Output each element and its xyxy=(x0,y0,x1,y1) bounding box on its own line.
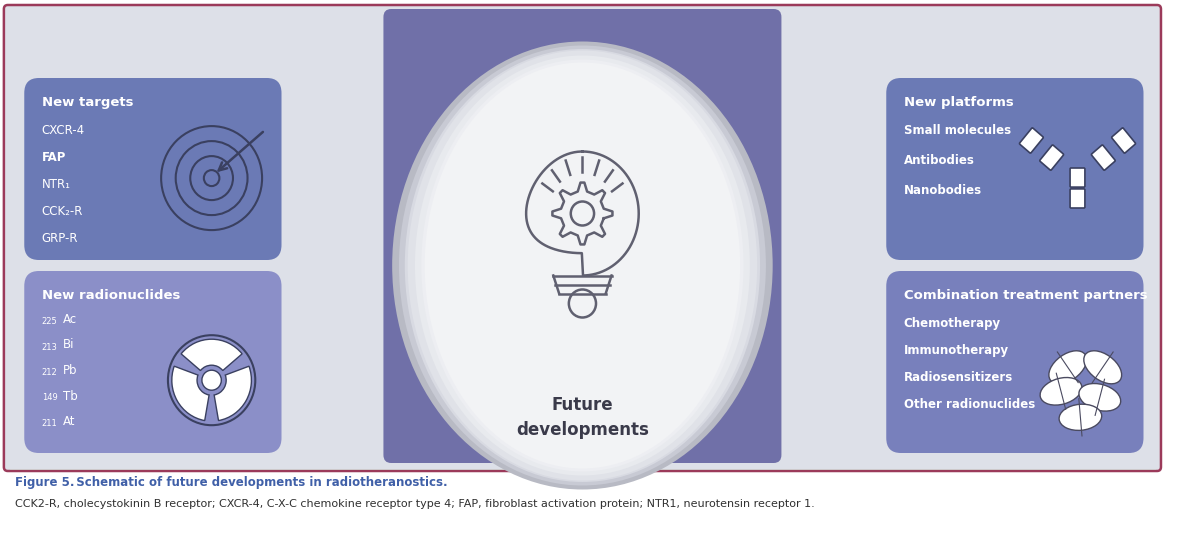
Text: GRP-R: GRP-R xyxy=(42,232,78,245)
Text: Ac: Ac xyxy=(64,313,77,326)
FancyBboxPatch shape xyxy=(4,5,1160,471)
Wedge shape xyxy=(172,366,209,421)
FancyBboxPatch shape xyxy=(1020,128,1043,153)
FancyBboxPatch shape xyxy=(384,9,781,463)
Ellipse shape xyxy=(1060,404,1102,430)
FancyBboxPatch shape xyxy=(1070,168,1085,187)
Text: New radionuclides: New radionuclides xyxy=(42,289,180,302)
FancyBboxPatch shape xyxy=(24,271,282,453)
Text: FAP: FAP xyxy=(42,151,66,164)
Text: CCK2-R, cholecystokinin B receptor; CXCR-4, C-X-C chemokine receptor type 4; FAP: CCK2-R, cholecystokinin B receptor; CXCR… xyxy=(14,499,815,509)
Text: 149: 149 xyxy=(42,394,58,402)
Ellipse shape xyxy=(1040,378,1082,405)
Text: CCK₂-R: CCK₂-R xyxy=(42,205,83,218)
FancyBboxPatch shape xyxy=(24,78,282,260)
Text: Other radionuclides: Other radionuclides xyxy=(904,398,1034,411)
Circle shape xyxy=(202,370,221,390)
Ellipse shape xyxy=(421,59,744,471)
Text: NTR₁: NTR₁ xyxy=(42,178,71,191)
FancyBboxPatch shape xyxy=(1039,145,1063,170)
Text: Immunotherapy: Immunotherapy xyxy=(904,344,1009,357)
Text: 213: 213 xyxy=(42,342,58,351)
Text: Nanobodies: Nanobodies xyxy=(904,184,982,197)
Ellipse shape xyxy=(425,63,740,469)
Text: Schematic of future developments in radiotheranostics.: Schematic of future developments in radi… xyxy=(68,476,448,489)
Text: Bi: Bi xyxy=(64,339,74,351)
Text: Pb: Pb xyxy=(64,364,78,377)
Ellipse shape xyxy=(404,49,760,482)
Ellipse shape xyxy=(1049,351,1087,384)
Text: Radiosensitizers: Radiosensitizers xyxy=(904,371,1013,384)
FancyBboxPatch shape xyxy=(887,271,1144,453)
Text: Combination treatment partners: Combination treatment partners xyxy=(904,289,1147,302)
Text: 211: 211 xyxy=(42,419,58,428)
Ellipse shape xyxy=(415,56,750,476)
Text: Future
developments: Future developments xyxy=(516,396,649,439)
Text: Small molecules: Small molecules xyxy=(904,124,1010,137)
Text: Figure 5.: Figure 5. xyxy=(14,476,74,489)
Text: CXCR-4: CXCR-4 xyxy=(42,124,85,137)
Ellipse shape xyxy=(1084,351,1122,384)
Ellipse shape xyxy=(408,50,757,480)
Text: At: At xyxy=(64,415,76,428)
Text: Antibodies: Antibodies xyxy=(904,154,974,167)
Ellipse shape xyxy=(398,45,766,485)
Wedge shape xyxy=(214,366,252,421)
FancyBboxPatch shape xyxy=(1092,145,1115,170)
FancyBboxPatch shape xyxy=(1070,189,1085,208)
FancyBboxPatch shape xyxy=(1111,128,1135,153)
Text: Tb: Tb xyxy=(64,389,78,402)
Text: New platforms: New platforms xyxy=(904,96,1014,109)
FancyBboxPatch shape xyxy=(887,78,1144,260)
Text: 225: 225 xyxy=(42,317,58,326)
Text: Chemotherapy: Chemotherapy xyxy=(904,317,1001,330)
Ellipse shape xyxy=(392,42,773,490)
Text: 212: 212 xyxy=(42,368,58,377)
Wedge shape xyxy=(181,339,242,371)
Ellipse shape xyxy=(1079,384,1121,411)
Text: New targets: New targets xyxy=(42,96,133,109)
